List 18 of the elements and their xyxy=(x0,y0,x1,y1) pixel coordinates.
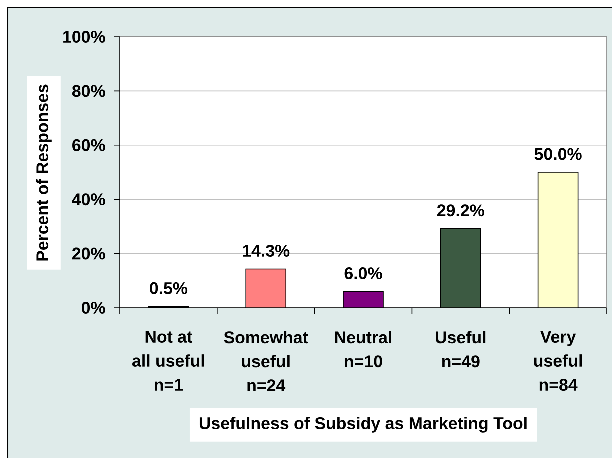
y-tick-label: 0% xyxy=(82,302,106,314)
y-tick-label: 20% xyxy=(72,248,106,260)
x-tick-label: Neutral n=10 xyxy=(335,331,392,368)
y-tick-label: 40% xyxy=(72,194,106,206)
data-label: 29.2% xyxy=(437,204,484,217)
data-label: 14.3% xyxy=(243,245,290,258)
x-tick-label: Very useful n=84 xyxy=(534,331,582,392)
data-label: 0.5% xyxy=(150,282,188,294)
y-tick-label: 80% xyxy=(72,85,106,98)
y-tick-label: 60% xyxy=(72,139,106,152)
y-tick-label: 100% xyxy=(64,30,106,43)
x-tick-label: Somewhat useful n=24 xyxy=(224,331,308,392)
x-axis-title: Usefulness of Subsidy as Marketing Tool xyxy=(200,417,527,433)
x-tick-label: Not at all useful n=1 xyxy=(132,331,204,391)
x-tick-label: Useful n=49 xyxy=(436,331,486,368)
data-label: 50.0% xyxy=(534,148,582,160)
data-label: 6.0% xyxy=(344,268,382,280)
y-axis-title: Percent of Responses xyxy=(36,84,52,261)
